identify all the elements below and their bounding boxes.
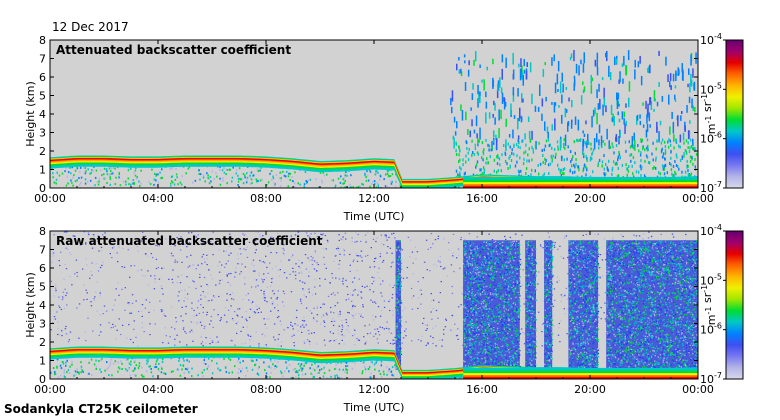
y-axis-label: Height (km): [24, 272, 37, 338]
x-tick-label: 00:00: [34, 192, 66, 205]
x-tick-label: 16:00: [466, 383, 498, 396]
x-tick-label: 08:00: [250, 192, 282, 205]
panel-2: Raw attenuated backscatter coefficient 0 1…: [24, 223, 744, 414]
colorbar: 10-7 10-6 10-5 10-4 m-1 sr-1: [700, 223, 744, 386]
x-tick-label: 12:00: [358, 192, 390, 205]
y-tick-label: 4: [39, 299, 46, 312]
y-tick-label: 6: [39, 262, 46, 275]
colorbar-tick-label: 10-5: [700, 272, 722, 287]
colorbar-tick-label: 10-4: [700, 32, 722, 47]
x-tick-label: 08:00: [250, 383, 282, 396]
y-tick-label: 7: [39, 53, 46, 66]
y-axis-label: Height (km): [24, 81, 37, 147]
x-tick-label: 20:00: [574, 192, 606, 205]
noise-field: [50, 231, 698, 371]
x-tick-label: 00:00: [682, 192, 714, 205]
date-label: 12 Dec 2017: [52, 20, 129, 34]
heatmap-content: [50, 50, 698, 188]
noise-block: [525, 240, 536, 370]
y-tick-label: 2: [39, 336, 46, 349]
colorbar: 10-7 10-6 10-5 10-4 m-1 sr-1: [700, 32, 744, 195]
x-tick-label: 00:00: [682, 383, 714, 396]
x-tick-label: 00:00: [34, 383, 66, 396]
colorbar-tick-label: 10-6: [700, 131, 722, 146]
panel-title: Raw attenuated backscatter coefficient: [56, 234, 323, 248]
panel-title: Attenuated backscatter coefficient: [56, 43, 291, 57]
surface-layer: [463, 176, 698, 188]
colorbar-unit: m-1 sr-1: [700, 94, 718, 134]
instrument-label: Sodankyla CT25K ceilometer: [4, 402, 198, 416]
x-tick-label: 12:00: [358, 383, 390, 396]
x-tick-label: 04:00: [142, 383, 174, 396]
y-tick-label: 0: [39, 182, 46, 195]
colorbar-unit: m-1 sr-1: [700, 285, 718, 325]
colorbar-gradient: [725, 230, 744, 380]
y-tick-label: 2: [39, 145, 46, 158]
y-tick-label: 1: [39, 164, 46, 177]
panel-1: Attenuated backscatter coefficient 0 1 2 3 4 5…: [24, 32, 744, 223]
colorbar-tick-label: 10-6: [700, 322, 722, 337]
surface-band-4: [463, 377, 698, 379]
surface-layer: [463, 367, 698, 379]
y-tick-label: 5: [39, 90, 46, 103]
y-tick-label: 6: [39, 71, 46, 84]
y-tick-label: 8: [39, 225, 46, 238]
y-tick-label: 0: [39, 373, 46, 386]
x-axis-label: Time (UTC): [343, 210, 405, 223]
y-tick-label: 5: [39, 281, 46, 294]
x-tick-label: 20:00: [574, 383, 606, 396]
y-tick-label: 8: [39, 34, 46, 47]
y-tick-label: 1: [39, 355, 46, 368]
noise-block: [544, 240, 553, 370]
surface-band-4: [463, 186, 698, 188]
colorbar-tick-label: 10-7: [700, 371, 722, 386]
colorbar-tick-label: 10-5: [700, 81, 722, 96]
y-tick-label: 7: [39, 244, 46, 257]
y-tick-label: 3: [39, 318, 46, 331]
x-axis-label: Time (UTC): [343, 401, 405, 414]
colorbar-gradient: [725, 39, 744, 189]
colorbar-tick-label: 10-7: [700, 180, 722, 195]
x-tick-label: 16:00: [466, 192, 498, 205]
y-tick-label: 4: [39, 108, 46, 121]
x-tick-label: 04:00: [142, 192, 174, 205]
heatmap-content: [50, 231, 698, 379]
y-tick-label: 3: [39, 127, 46, 140]
colorbar-tick-label: 10-4: [700, 223, 722, 238]
